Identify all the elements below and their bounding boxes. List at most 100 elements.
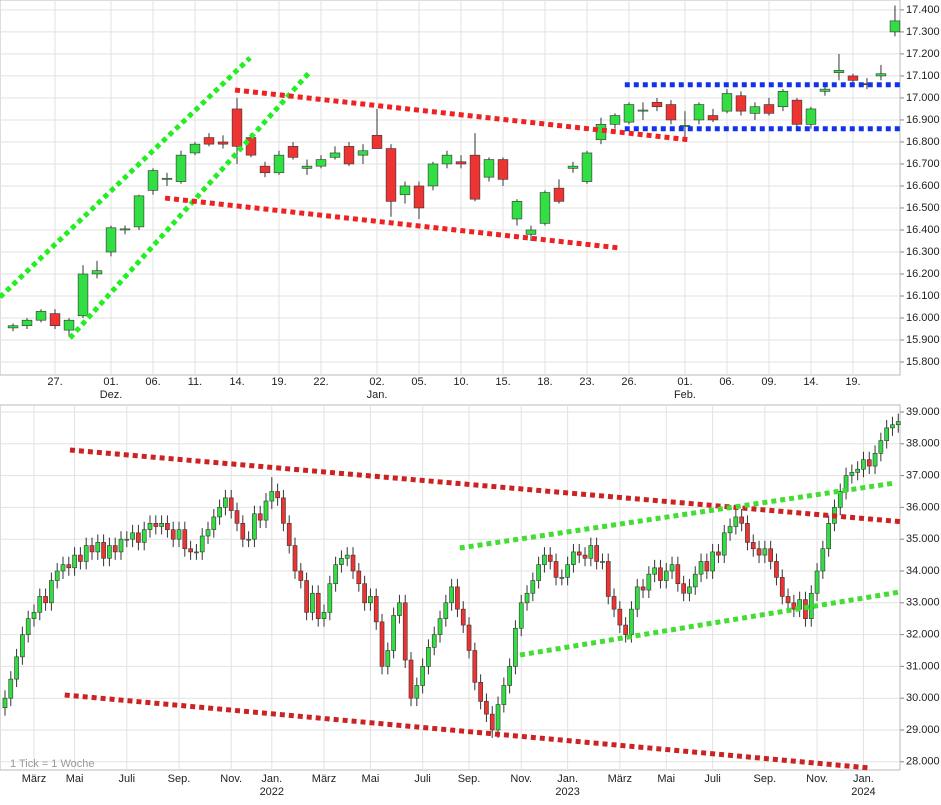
candle-body (542, 554, 547, 565)
candle-body (43, 596, 48, 604)
candle-body (362, 583, 367, 604)
candle-body (872, 453, 878, 467)
candle-body (679, 125, 691, 127)
candle-body (37, 596, 43, 613)
candle-body (8, 678, 14, 699)
x-tick-label: Jan. (261, 773, 282, 785)
x-tick-label: Mai (362, 773, 380, 785)
candle-body (373, 596, 379, 623)
candle-body (605, 561, 611, 597)
candle-body (460, 608, 466, 626)
candle-body (344, 554, 350, 559)
candle-body (640, 586, 646, 591)
candle-body (402, 602, 408, 661)
candle-body (14, 656, 19, 680)
candle-body (582, 554, 588, 559)
candle-body (161, 177, 173, 180)
x-tick-label: 10. (453, 376, 468, 388)
candle-body (623, 104, 635, 123)
candle-body (78, 554, 83, 562)
candle-body (304, 580, 309, 613)
candle-body (83, 545, 89, 562)
candle-body (497, 159, 509, 180)
x-tick-label: Nov. (510, 773, 532, 785)
candle-body (763, 104, 775, 114)
candle-body (119, 228, 131, 231)
candle-body (617, 608, 623, 626)
candle-body (571, 551, 576, 565)
y-tick-label: 16.800 (906, 136, 940, 148)
candle-body (756, 548, 762, 556)
candle-body (301, 165, 313, 169)
candle-body (60, 564, 66, 572)
candle-body (547, 554, 553, 562)
x-tick-label: 27. (47, 376, 62, 388)
candle-body (141, 529, 147, 543)
candle-body (567, 165, 579, 169)
candle-body (379, 621, 385, 667)
x-tick-label: 01. (103, 376, 118, 388)
candle-body (273, 154, 285, 174)
candle-body (483, 159, 495, 178)
y-tick-label: 17.300 (906, 26, 940, 38)
candle-body (399, 185, 411, 196)
x-sub-label: Feb. (674, 389, 696, 401)
candle-body (147, 170, 159, 191)
candle-body (426, 647, 431, 667)
candle-body (72, 554, 77, 569)
candle-body (343, 146, 355, 165)
candle-body (408, 659, 414, 699)
x-tick-label: 26. (621, 376, 636, 388)
candle-body (652, 567, 657, 575)
candle-body (847, 75, 859, 81)
candle-body (675, 564, 681, 585)
candle-body (814, 570, 820, 594)
x-tick-label: 23. (579, 376, 594, 388)
y-tick-label: 16.400 (906, 224, 940, 236)
candle-body (259, 165, 271, 174)
candle-body (189, 143, 201, 154)
candle-body (553, 187, 565, 202)
candle-body (234, 510, 240, 524)
candle-body (518, 602, 524, 629)
x-tick-label: März (608, 773, 632, 785)
y-tick-label: 16.200 (906, 268, 940, 280)
candle-body (791, 602, 797, 610)
candle-body (501, 685, 507, 705)
candle-body (646, 573, 652, 591)
candle-body (805, 108, 817, 125)
candle-body (895, 421, 901, 426)
x-tick-label: 19. (271, 376, 286, 388)
x-tick-label: 01. (677, 376, 692, 388)
x-sub-label: 2022 (260, 786, 284, 798)
candle-body (397, 602, 402, 616)
candle-body (194, 551, 199, 554)
candle-body (101, 542, 106, 559)
candle-body (112, 545, 118, 553)
x-tick-label: Jan. (557, 773, 578, 785)
x-tick-label: 18. (537, 376, 552, 388)
candle-body (629, 608, 634, 635)
candle-body (133, 195, 145, 228)
candle-body (820, 548, 826, 572)
candle-body (768, 548, 773, 562)
x-tick-label: 11. (188, 376, 202, 388)
candle-body (727, 526, 733, 534)
candle-body (861, 459, 866, 470)
x-tick-label: Nov. (806, 773, 828, 785)
candle-body (211, 516, 217, 530)
candle-body (240, 522, 246, 540)
y-tick-label: 32.000 (906, 629, 940, 641)
y-tick-label: 33.000 (906, 597, 940, 609)
candle-body (350, 554, 356, 572)
x-tick-label: 14. (229, 376, 244, 388)
candle-body (203, 137, 215, 145)
candle-body (91, 270, 103, 275)
candle-body (77, 273, 89, 317)
candle-body (357, 150, 369, 156)
candle-body (292, 545, 298, 572)
candle-body (327, 583, 333, 613)
candle-body (710, 551, 715, 572)
candle-body (826, 522, 831, 550)
